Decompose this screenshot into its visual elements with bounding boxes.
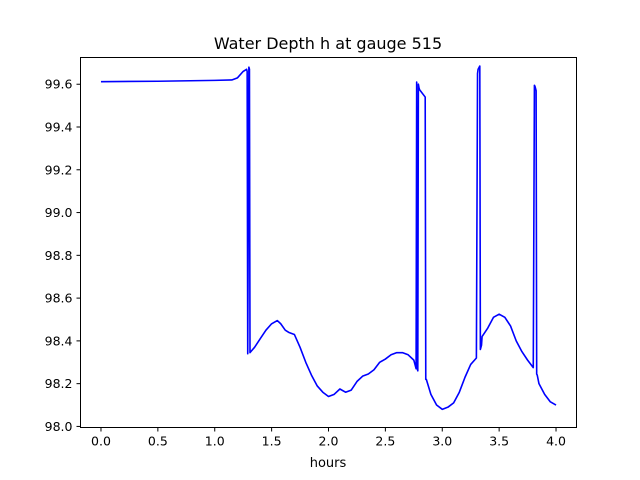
plot-frame bbox=[80, 57, 577, 428]
x-tick-label: 0.0 bbox=[91, 434, 111, 449]
series-line-0 bbox=[100, 65, 557, 411]
x-tick-label: 4.0 bbox=[546, 434, 566, 449]
x-axis: 0.0 0.5 1.0 1.5 2.0 2.5 3.0 3.5 4.0 bbox=[91, 427, 566, 449]
chart-title: Water Depth h at gauge 515 bbox=[214, 34, 442, 53]
y-tick-label: 99.0 bbox=[45, 205, 73, 220]
y-tick-label: 99.2 bbox=[45, 162, 73, 177]
x-tick-label: 1.5 bbox=[262, 434, 282, 449]
y-tick-label: 98.4 bbox=[45, 333, 73, 348]
x-tick-label: 0.5 bbox=[148, 434, 168, 449]
series-layer bbox=[100, 65, 557, 411]
y-tick-label: 99.6 bbox=[45, 77, 73, 92]
x-axis-label: hours bbox=[310, 456, 347, 471]
y-tick-label: 98.6 bbox=[45, 291, 73, 306]
x-tick-label: 2.0 bbox=[319, 434, 339, 449]
y-tick-label: 99.4 bbox=[45, 120, 73, 135]
x-tick-label: 3.5 bbox=[489, 434, 509, 449]
y-tick-label: 98.0 bbox=[45, 419, 73, 434]
y-axis: 98.0 98.2 98.4 98.6 98.8 99.0 99.2 99.4 99.6 bbox=[45, 77, 81, 434]
y-tick-label: 98.2 bbox=[45, 376, 73, 391]
x-tick-label: 1.0 bbox=[205, 434, 225, 449]
y-tick-label: 98.8 bbox=[45, 248, 73, 263]
x-tick-label: 3.0 bbox=[432, 434, 452, 449]
x-tick-label: 2.5 bbox=[375, 434, 395, 449]
